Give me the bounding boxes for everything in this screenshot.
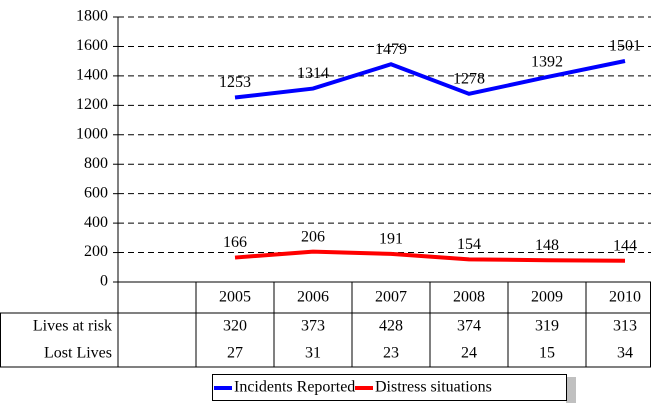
table-cell: 319 xyxy=(535,318,559,335)
data-label: 1392 xyxy=(531,54,563,71)
data-label: 1501 xyxy=(609,38,641,55)
data-label: 206 xyxy=(301,228,325,245)
x-tick-label: 2010 xyxy=(609,289,641,306)
y-tick-label: 1000 xyxy=(76,125,108,142)
y-tick-label: 1200 xyxy=(76,96,108,113)
data-label: 1253 xyxy=(219,74,251,91)
table-cell: 31 xyxy=(305,345,321,362)
y-tick-label: 800 xyxy=(84,155,108,172)
y-tick-label: 200 xyxy=(84,243,108,260)
table-cell: 27 xyxy=(227,345,243,362)
y-tick-label: 1400 xyxy=(76,67,108,84)
table-cell: 24 xyxy=(461,345,477,362)
y-tick-label: 0 xyxy=(100,273,108,290)
x-tick-label: 2009 xyxy=(531,289,563,306)
legend xyxy=(212,374,567,401)
data-label: 148 xyxy=(535,237,559,254)
y-tick-label: 1600 xyxy=(76,37,108,54)
table-cell: 23 xyxy=(383,345,399,362)
table-cell: 373 xyxy=(301,318,325,335)
legend-label: Incidents Reported xyxy=(234,379,355,396)
row-label: Lost Lives xyxy=(44,345,112,362)
y-tick-label: 1800 xyxy=(76,8,108,25)
row-label: Lives at risk xyxy=(33,318,112,335)
x-tick-label: 2006 xyxy=(297,289,329,306)
y-tick-label: 600 xyxy=(84,184,108,201)
data-label: 154 xyxy=(457,236,481,253)
y-tick-label: 400 xyxy=(84,214,108,231)
data-label: 1314 xyxy=(297,65,329,82)
table-cell: 428 xyxy=(379,318,403,335)
table-cell: 320 xyxy=(223,318,247,335)
table-cell: 313 xyxy=(613,318,637,335)
x-tick-label: 2005 xyxy=(219,289,251,306)
series-line xyxy=(234,249,626,263)
data-label: 166 xyxy=(223,234,247,251)
series-line xyxy=(234,59,626,100)
table-cell: 34 xyxy=(617,345,633,362)
x-tick-label: 2007 xyxy=(375,289,407,306)
data-label: 191 xyxy=(379,231,403,248)
legend-label: Distress situations xyxy=(375,379,492,396)
table-cell: 15 xyxy=(539,345,555,362)
data-label: 1479 xyxy=(375,41,407,58)
table-cell: 374 xyxy=(457,318,481,335)
data-label: 1278 xyxy=(453,71,485,88)
legend-shadow xyxy=(566,377,576,403)
x-tick-label: 2008 xyxy=(453,289,485,306)
data-label: 144 xyxy=(613,237,637,254)
